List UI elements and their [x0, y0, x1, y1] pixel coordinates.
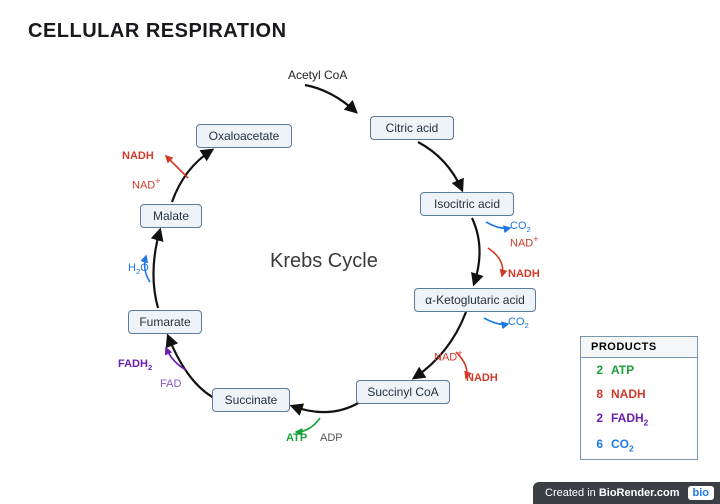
annotation-5: NADH [466, 372, 498, 384]
node-fumarate: Fumarate [128, 310, 202, 334]
products-header: PRODUCTS [581, 337, 697, 358]
products-row-3: 6CO2 [581, 432, 697, 458]
footer-brand: BioRender.com [599, 487, 680, 499]
node-succinylcoa: Succinyl CoA [356, 380, 450, 404]
node-malate: Malate [140, 204, 202, 228]
annotation-0: CO2 [510, 220, 531, 234]
products-row-0: 2ATP [581, 358, 697, 382]
entry-label: Acetyl CoA [288, 68, 347, 82]
node-oxaloacetate: Oxaloacetate [196, 124, 292, 148]
annotation-1: NAD+ [510, 234, 539, 250]
products-row-2: 2FADH2 [581, 406, 697, 432]
node-citric: Citric acid [370, 116, 454, 140]
node-succinate: Succinate [212, 388, 290, 412]
annotation-3: CO2 [508, 316, 529, 330]
page-title: CELLULAR RESPIRATION [28, 20, 287, 43]
annotation-4: NAD+ [434, 348, 463, 364]
footer-prefix: Created in [545, 487, 599, 499]
bio-badge: bio [688, 486, 715, 500]
annotation-9: FAD [160, 378, 181, 390]
products-panel: PRODUCTS 2ATP8NADH2FADH26CO2 [580, 336, 698, 460]
annotation-7: ADP [320, 432, 343, 444]
annotation-6: ATP [286, 432, 307, 444]
annotation-2: NADH [508, 268, 540, 280]
annotation-8: FADH2 [118, 358, 152, 372]
node-isocitric: Isocitric acid [420, 192, 514, 216]
cycle-center-label: Krebs Cycle [270, 250, 378, 273]
annotation-11: NAD+ [132, 176, 161, 192]
products-row-1: 8NADH [581, 382, 697, 406]
footer-attribution: Created in BioRender.com bio [533, 482, 720, 504]
annotation-10: H2O [128, 262, 149, 276]
annotation-12: NADH [122, 150, 154, 162]
node-aketo: α-Ketoglutaric acid [414, 288, 536, 312]
